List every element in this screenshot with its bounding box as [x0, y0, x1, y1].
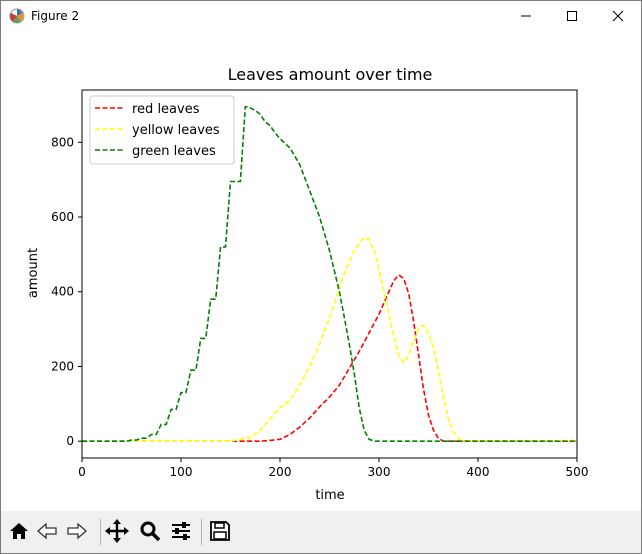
legend: red leaves yellow leaves green leaves	[89, 95, 235, 165]
y-tick-label: 400	[51, 285, 74, 299]
toolbar-separator	[100, 519, 101, 545]
save-button[interactable]	[207, 518, 233, 544]
magnifier-icon	[140, 521, 161, 542]
back-arrow-icon	[37, 522, 57, 540]
maximize-button[interactable]	[549, 1, 595, 31]
x-axis-label: time	[315, 488, 344, 503]
forward-button[interactable]	[64, 518, 90, 544]
y-tick-label: 800	[51, 135, 74, 149]
minimize-icon	[521, 15, 531, 17]
plot-frame	[81, 89, 578, 459]
toolbar-separator	[201, 519, 202, 545]
save-disk-icon	[210, 521, 230, 541]
navigation-toolbar	[1, 511, 641, 553]
back-button[interactable]	[34, 518, 60, 544]
close-icon	[612, 10, 624, 22]
y-tick-label: 0	[66, 434, 74, 448]
sliders-icon	[172, 522, 190, 540]
x-tick-label: 300	[368, 465, 391, 479]
line-chart[interactable]: Leaves amount over time 0 100 200 300 400 500…	[1, 31, 641, 511]
title-bar[interactable]: Figure 2	[1, 1, 641, 31]
legend-label: red leaves	[132, 102, 200, 117]
legend-label: yellow leaves	[132, 123, 220, 138]
x-tick-label: 500	[566, 465, 589, 479]
zoom-button[interactable]	[137, 518, 163, 544]
x-tick-label: 0	[78, 465, 86, 479]
matplotlib-icon	[9, 8, 25, 24]
x-tick-label: 400	[467, 465, 490, 479]
pan-move-icon	[105, 519, 129, 543]
configure-subplots-button[interactable]	[168, 518, 194, 544]
close-button[interactable]	[595, 1, 641, 31]
maximize-icon	[567, 11, 577, 21]
series-line-yellow-leaves	[82, 236, 577, 443]
forward-arrow-icon	[67, 522, 87, 540]
x-tick-label: 200	[269, 465, 292, 479]
y-axis-label: amount	[26, 248, 41, 298]
home-button[interactable]	[6, 518, 32, 544]
y-tick-label: 600	[51, 210, 74, 224]
home-icon	[10, 523, 28, 539]
legend-box	[89, 95, 235, 165]
y-tick-label: 200	[51, 359, 74, 373]
series-line-red-leaves	[82, 273, 577, 443]
chart-title: Leaves amount over time	[228, 65, 433, 84]
series-line-green-leaves	[82, 106, 577, 443]
legend-label: green leaves	[132, 144, 216, 159]
pan-button[interactable]	[104, 518, 130, 544]
figure-canvas[interactable]: Leaves amount over time 0 100 200 300 400 500…	[1, 31, 641, 511]
x-tick-label: 100	[170, 465, 193, 479]
minimize-button[interactable]	[503, 1, 549, 31]
window-title: Figure 2	[31, 9, 80, 23]
